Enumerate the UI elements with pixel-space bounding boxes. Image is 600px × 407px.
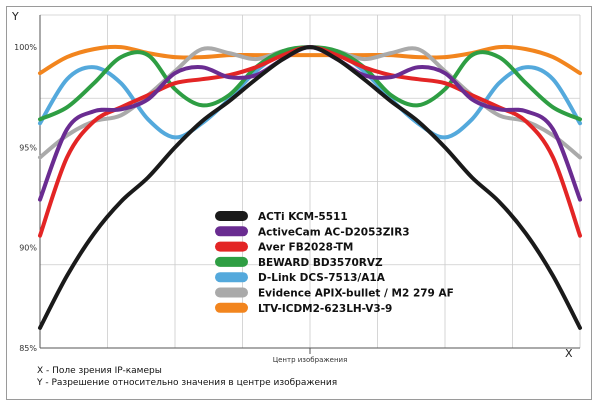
y-tick-label: 95%	[19, 143, 37, 152]
legend-swatch	[215, 272, 248, 283]
legend-label: D-Link DCS-7513/A1A	[258, 272, 386, 284]
y-tick-label: 90%	[19, 244, 37, 253]
legend-swatch	[215, 226, 248, 237]
legend-label: LTV-ICDM2-623LH-V3-9	[258, 303, 392, 315]
legend-label: BEWARD BD3570RVZ	[258, 257, 383, 269]
legend-swatch	[215, 256, 248, 267]
series-line-0	[38, 45, 582, 330]
legend: ACTi KCM-5511 ActiveCam AC-D2053ZIR3 Aver …	[215, 211, 454, 315]
y-tick-label: 100%	[14, 43, 37, 52]
x-axis-letter: X	[565, 347, 573, 360]
legend-label: Evidence APIX-bullet / M2 279 AF	[258, 288, 454, 300]
series-line-6	[38, 44, 582, 76]
legend-swatch	[215, 241, 248, 252]
legend-swatch	[215, 302, 248, 313]
legend-label: ACTi KCM-5511	[258, 211, 348, 223]
y-axis-note: Y - Разрешение относительно значения в ц…	[37, 378, 338, 388]
legend-label: Aver FB2028-TM	[258, 242, 353, 254]
x-axis-note: X - Поле зрения IP-камеры	[37, 366, 162, 376]
axes: Y X Центр изображения	[11, 10, 580, 364]
legend-label: ActiveCam AC-D2053ZIR3	[258, 226, 410, 238]
center-label: Центр изображения	[273, 356, 348, 364]
series-lines	[38, 44, 582, 330]
legend-swatch	[215, 287, 248, 298]
legend-swatch	[215, 211, 248, 221]
chart-frame	[6, 6, 592, 400]
y-tick-label: 85%	[19, 344, 37, 353]
y-axis-letter: Y	[11, 10, 19, 23]
y-tick-labels: 100% 95% 90% 85%	[14, 43, 37, 353]
